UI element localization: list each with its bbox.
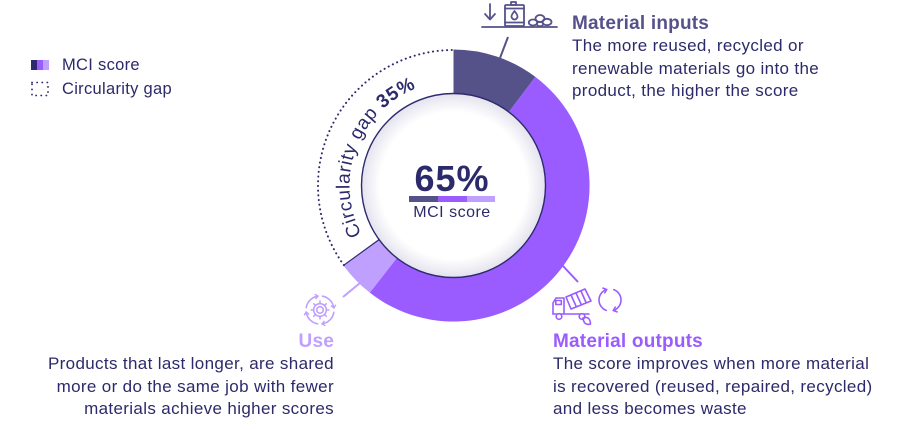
segment-use bbox=[343, 239, 397, 293]
center-score-value: 65% bbox=[414, 158, 489, 199]
material-inputs-description: The more reused, recycled or renewable m… bbox=[572, 35, 819, 103]
dotted-outline-swatch-icon bbox=[31, 81, 49, 97]
use-description: Products that last longer, are shared mo… bbox=[0, 353, 334, 421]
leader-line-inputs bbox=[499, 36, 509, 59]
score-bar-use bbox=[467, 196, 495, 202]
barrel-and-raw-materials-icon bbox=[481, 1, 558, 28]
legend-item-circularity-gap: Circularity gap bbox=[31, 77, 172, 101]
material-outputs-block: Material outputs The score improves when… bbox=[553, 331, 873, 421]
description-line: product, the higher the score bbox=[572, 81, 799, 100]
segment-material-outputs bbox=[369, 76, 590, 322]
description-line: Products that last longer, are shared bbox=[47, 354, 334, 373]
leader-line-use bbox=[342, 282, 361, 298]
description-line: and less becomes waste bbox=[553, 399, 747, 418]
segment-boundary-line bbox=[343, 239, 380, 266]
score-bar-inputs bbox=[409, 196, 438, 202]
swatch-dark bbox=[31, 60, 37, 70]
description-line: renewable materials go into the bbox=[572, 58, 820, 78]
gear-cycle-icon bbox=[306, 296, 334, 324]
material-outputs-description: The score improves when more material is… bbox=[553, 353, 873, 421]
material-inputs-title: Material inputs bbox=[572, 13, 710, 34]
circularity-gap-dotted-arc bbox=[317, 49, 455, 267]
inner-circle bbox=[360, 92, 547, 279]
description-line: The score improves when more material bbox=[553, 354, 870, 373]
swatch-light bbox=[43, 60, 49, 70]
legend-label-mci-score: MCI score bbox=[62, 55, 140, 74]
use-title: Use bbox=[298, 331, 334, 352]
description-line: is recovered (reused, repaired, recycled… bbox=[553, 376, 873, 396]
legend-label-circularity-gap: Circularity gap bbox=[62, 79, 172, 98]
material-inputs-block: Material inputs The more reused, recycle… bbox=[572, 13, 819, 103]
mci-score-swatch-icon bbox=[31, 60, 49, 70]
description-line: The more reused, recycled or bbox=[572, 36, 804, 55]
material-outputs-title: Material outputs bbox=[553, 331, 703, 352]
description-line: materials achieve higher scores bbox=[84, 399, 334, 418]
legend-item-mci-score: MCI score bbox=[31, 53, 172, 77]
segment-material-inputs bbox=[453, 49, 536, 113]
swatch-purple bbox=[37, 60, 43, 70]
use-block: Use Products that last longer, are share… bbox=[0, 331, 334, 421]
center-score-label: MCI score bbox=[413, 204, 490, 221]
leader-line-outputs bbox=[562, 265, 579, 283]
dump-truck-recycle-icon bbox=[552, 289, 622, 326]
score-bar-outputs bbox=[438, 196, 467, 202]
description-line: more or do the same job with fewer bbox=[56, 376, 334, 396]
legend: MCI score Circularity gap bbox=[31, 53, 172, 101]
